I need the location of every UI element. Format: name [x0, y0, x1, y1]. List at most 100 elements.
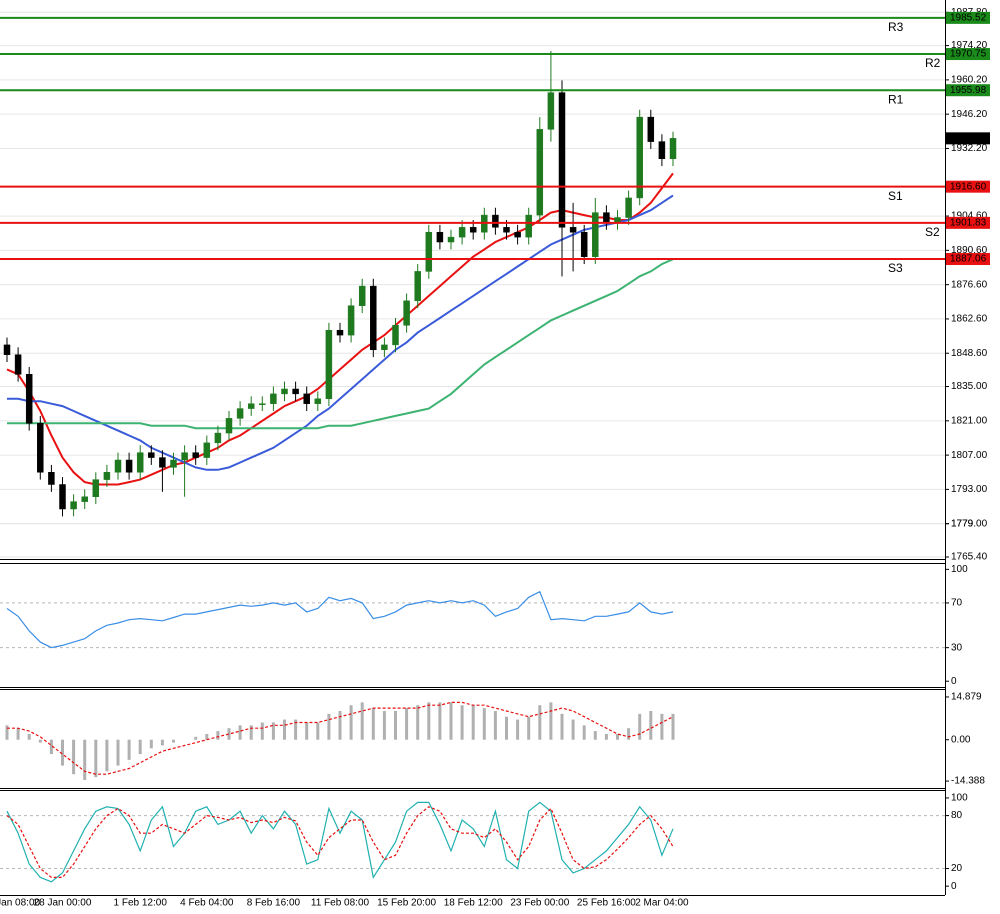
candle-body	[303, 393, 310, 404]
candle-body	[658, 141, 666, 160]
histogram-bar	[649, 710, 653, 740]
price-box	[946, 253, 990, 266]
pivot-name: S1	[888, 189, 903, 203]
candle-body	[392, 325, 399, 346]
candle-body	[603, 212, 610, 223]
histogram-bar	[38, 739, 42, 743]
candle-body	[358, 285, 366, 306]
candle-body	[136, 452, 144, 473]
y-tick-label: 1835.00	[951, 381, 988, 392]
histogram-bar	[660, 713, 664, 740]
y-tick-label: 1862.60	[951, 314, 988, 325]
candle-body	[647, 116, 655, 142]
price-box-label: 1955.98	[950, 85, 987, 96]
y-tick-label: 1848.60	[951, 348, 988, 359]
x-tick-label: 23 Feb 00:00	[510, 898, 569, 909]
candle-body	[70, 501, 77, 510]
histogram-bar	[571, 719, 575, 740]
histogram-bar	[294, 719, 298, 740]
x-tick-label: 4 Feb 04:00	[180, 898, 234, 909]
histogram-bar	[61, 739, 64, 766]
histogram-bar	[227, 728, 231, 740]
price-box-label: 1985.52	[950, 13, 987, 24]
candle-body	[536, 129, 544, 216]
candle-body	[214, 432, 222, 444]
candle-body	[503, 227, 510, 233]
x-tick-label: 25 Feb 16:00	[577, 898, 636, 909]
histogram-bar	[449, 702, 453, 740]
candle-body	[447, 236, 455, 243]
x-tick-label: 15 Feb 20:00	[377, 898, 436, 909]
indicator-line	[6, 801, 674, 883]
y-tick-label: 1779	[951, 518, 974, 529]
x-tick-label: 11 Feb 08:00	[311, 898, 370, 909]
histogram-bar	[72, 739, 76, 775]
histogram-bar	[27, 733, 31, 740]
histogram-bar	[327, 713, 331, 740]
price-box	[946, 180, 990, 193]
candle-body	[259, 403, 266, 405]
y-tick-label: 1960.20	[951, 75, 988, 86]
histogram-bar	[560, 713, 564, 740]
candle-body	[569, 227, 577, 233]
pivot-name: S3	[888, 261, 903, 275]
candle-body	[425, 231, 433, 272]
candle-body	[403, 300, 410, 326]
y-tick-label: 30	[951, 642, 963, 653]
candle-body	[414, 271, 421, 302]
y-tick-label: 1793.00	[951, 484, 988, 495]
candle-body	[270, 393, 277, 404]
x-tick-label: Jan 08:00	[0, 898, 40, 909]
histogram-bar	[549, 702, 553, 740]
histogram-bar	[527, 716, 531, 740]
histogram-bar	[338, 710, 342, 740]
histogram-bar	[405, 708, 409, 740]
candle-body	[103, 472, 111, 480]
candle-body	[292, 388, 299, 395]
candle-body	[59, 484, 66, 510]
histogram-bar	[516, 719, 520, 740]
x-tick-label: 28 Jan 00:00	[34, 898, 92, 909]
price-box	[946, 48, 990, 61]
y-tick-label: 1821.00	[951, 415, 988, 426]
candle-body	[281, 388, 288, 395]
histogram-bar	[382, 710, 386, 740]
candle-body	[247, 403, 255, 409]
indicator-line	[7, 701, 674, 775]
candle-body	[436, 231, 444, 243]
candle-body	[236, 408, 244, 419]
candle-body	[525, 214, 532, 238]
price-box-label: 1916.60	[950, 181, 987, 192]
histogram-bar	[116, 739, 120, 766]
candle-body	[148, 452, 155, 458]
histogram-bar	[538, 705, 542, 740]
candle-body	[547, 92, 555, 130]
histogram-bar	[194, 736, 198, 740]
pivot-name: R3	[888, 20, 904, 34]
histogram-bar	[349, 705, 353, 740]
histogram-bar	[482, 708, 486, 740]
y-tick-label: 1904.60	[951, 211, 988, 222]
candle-body	[192, 452, 199, 458]
y-tick-label: 0	[951, 676, 957, 687]
candle-body	[92, 479, 100, 497]
pivot-name: R1	[888, 92, 904, 106]
y-tick-label: 1946.20	[951, 109, 988, 120]
candle-body	[81, 496, 88, 502]
histogram-bar	[83, 739, 87, 780]
histogram-bar	[438, 702, 442, 740]
histogram-bar	[582, 725, 586, 740]
histogram-bar	[205, 733, 209, 740]
histogram-bar	[360, 702, 364, 740]
histogram-bar	[616, 733, 619, 740]
candle-body	[336, 329, 344, 336]
candle-body	[325, 329, 333, 400]
x-tick-label: 1 Feb 12:00	[114, 898, 168, 909]
candle-body	[669, 138, 677, 160]
pivot-name: R2	[925, 56, 941, 70]
histogram-bar	[604, 733, 608, 740]
price-box-label: 1901.83	[950, 217, 987, 228]
histogram-bar	[493, 710, 497, 740]
candle-body	[381, 344, 388, 351]
